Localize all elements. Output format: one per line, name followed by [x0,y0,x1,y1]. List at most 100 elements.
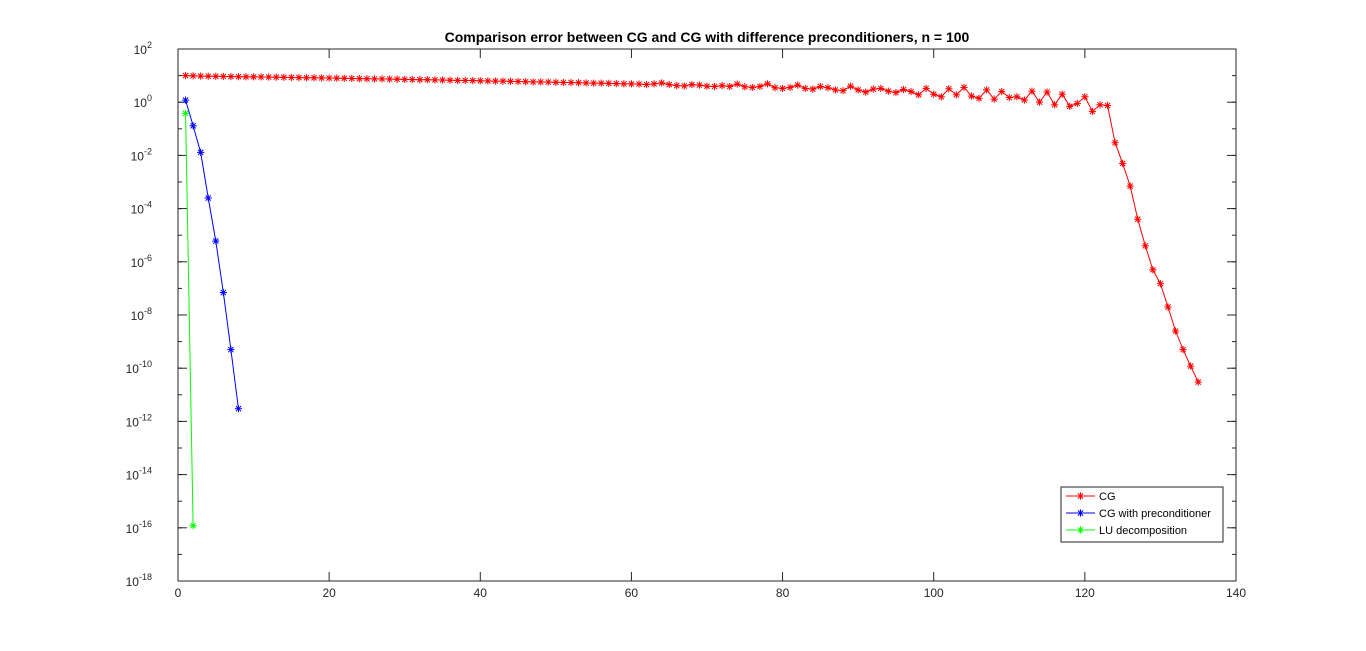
data-point [635,80,643,88]
data-point [741,83,749,91]
data-point [529,78,537,86]
data-point [234,405,243,413]
data-point [763,80,772,88]
data-point [680,82,688,90]
x-tick-label: 40 [474,586,488,600]
legend-marker [1076,526,1085,534]
data-point [219,288,227,297]
data-point [340,74,348,82]
data-point [1164,303,1172,311]
legend-label: CG with preconditioner [1099,508,1211,520]
data-point [522,78,530,86]
data-point [794,81,802,89]
data-point [552,78,560,86]
data-point [355,75,363,83]
data-point [1005,93,1013,102]
data-point [975,94,983,102]
chart-title: Comparison error between CG and CG with … [445,29,970,45]
data-point [537,78,545,86]
data-point [930,90,938,98]
data-point [1096,101,1104,109]
data-point [302,74,311,82]
legend-marker [1076,492,1085,500]
data-point [771,84,779,92]
data-point [1051,101,1059,109]
y-tick-label: 10-2 [131,146,152,163]
data-point [348,74,356,83]
x-axis: 0 20 40 60 80 100 120 140 [175,49,1246,600]
x-tick-label: 80 [776,586,790,600]
data-point [499,77,507,85]
data-point [514,77,522,86]
data-point [673,82,681,90]
data-point [839,87,847,95]
data-point [1119,159,1127,168]
data-point [1081,93,1089,101]
legend-label: CG [1099,491,1116,503]
x-tick-label: 20 [322,586,336,600]
data-point [1013,93,1021,101]
x-tick-label: 0 [175,586,182,600]
series-0 [181,72,1202,386]
data-point [189,522,197,530]
data-point [703,82,711,90]
data-point [627,80,636,88]
data-point [590,79,598,87]
data-point [234,73,243,81]
data-point [506,77,515,85]
data-point [567,78,575,87]
data-point [1126,182,1134,190]
data-point [650,80,658,88]
data-point [287,73,295,82]
data-point [212,72,220,80]
series-2 [181,109,197,530]
y-tick-label: 100 [134,93,152,110]
data-point [907,88,915,96]
data-point [612,80,620,88]
data-point [801,84,809,93]
data-point [884,87,892,95]
data-point [181,109,190,117]
legend-marker [1076,509,1085,517]
data-point [438,76,447,84]
data-point [204,194,212,202]
data-point [219,72,227,81]
data-point [892,88,900,97]
data-point [461,76,469,85]
data-point [401,75,409,83]
data-point [559,78,568,87]
y-tick-label: 10-8 [131,306,152,323]
data-point [998,88,1006,96]
data-point [945,85,953,93]
data-point [967,92,976,100]
data-point [408,75,416,84]
y-tick-label: 10-6 [131,253,152,270]
data-point [242,73,250,81]
data-point [748,83,756,92]
data-point [1194,378,1202,386]
data-point [295,74,303,82]
data-point [197,72,205,80]
data-point [877,84,885,93]
data-point [1171,327,1180,335]
data-point [1134,215,1142,223]
data-point [574,79,583,87]
data-point [227,72,235,81]
data-point [204,72,212,80]
y-tick-label: 10-18 [126,572,152,589]
data-point [718,82,726,90]
legend-item: CG with preconditioner [1066,508,1211,520]
legend: CG CG with preconditioner LU decomposition [1060,486,1224,543]
data-point [310,74,318,82]
y-axis: 102 100 10-2 10-4 10-6 10-8 10-10 10-12 10-14 10-… [126,40,1236,589]
y-tick-label: 10-4 [131,200,152,217]
axes-frame [177,48,1237,582]
data-point [862,88,870,96]
data-point [446,76,454,84]
data-point [1103,101,1112,110]
data-point [778,84,787,93]
data-point [257,73,265,81]
data-point [756,82,764,91]
data-point [265,73,273,81]
